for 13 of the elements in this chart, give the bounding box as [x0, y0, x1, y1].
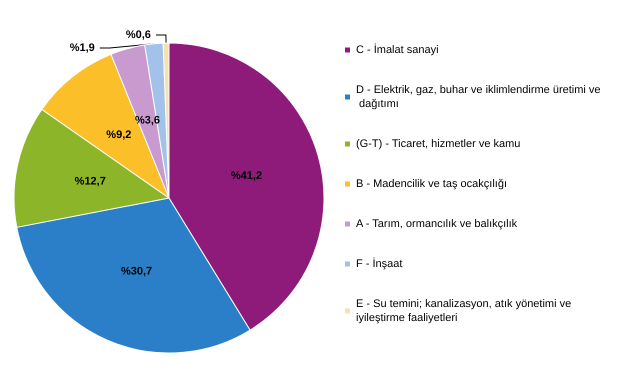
legend-label: C - İmalat sanayi — [356, 43, 439, 56]
data-label: %41,2 — [230, 170, 262, 182]
legend-label: E - Su temini; kanalizasyon, atık yönetimi ve iyileştirme faaliyetleri — [356, 298, 574, 324]
legend-label: F - İnşaat — [356, 257, 402, 270]
data-label: %1,9 — [70, 42, 95, 54]
legend-label: D - Elektrik, gaz, buhar ve iklimlendirme üretimi ve dağıtımı — [356, 84, 601, 110]
legend-label: B - Madencilik ve taş ocakçılığı — [356, 178, 508, 190]
legend-label: A - Tarım, ormancılık ve balıkçılık — [356, 218, 518, 230]
data-label: %0,6 — [126, 29, 151, 42]
data-label: %12,7 — [74, 175, 106, 188]
legend-label: (G-T) - Ticaret, hizmetler ve kamu — [356, 138, 520, 150]
data-label: %30,7 — [120, 266, 152, 278]
data-label: %9,2 — [106, 129, 132, 142]
